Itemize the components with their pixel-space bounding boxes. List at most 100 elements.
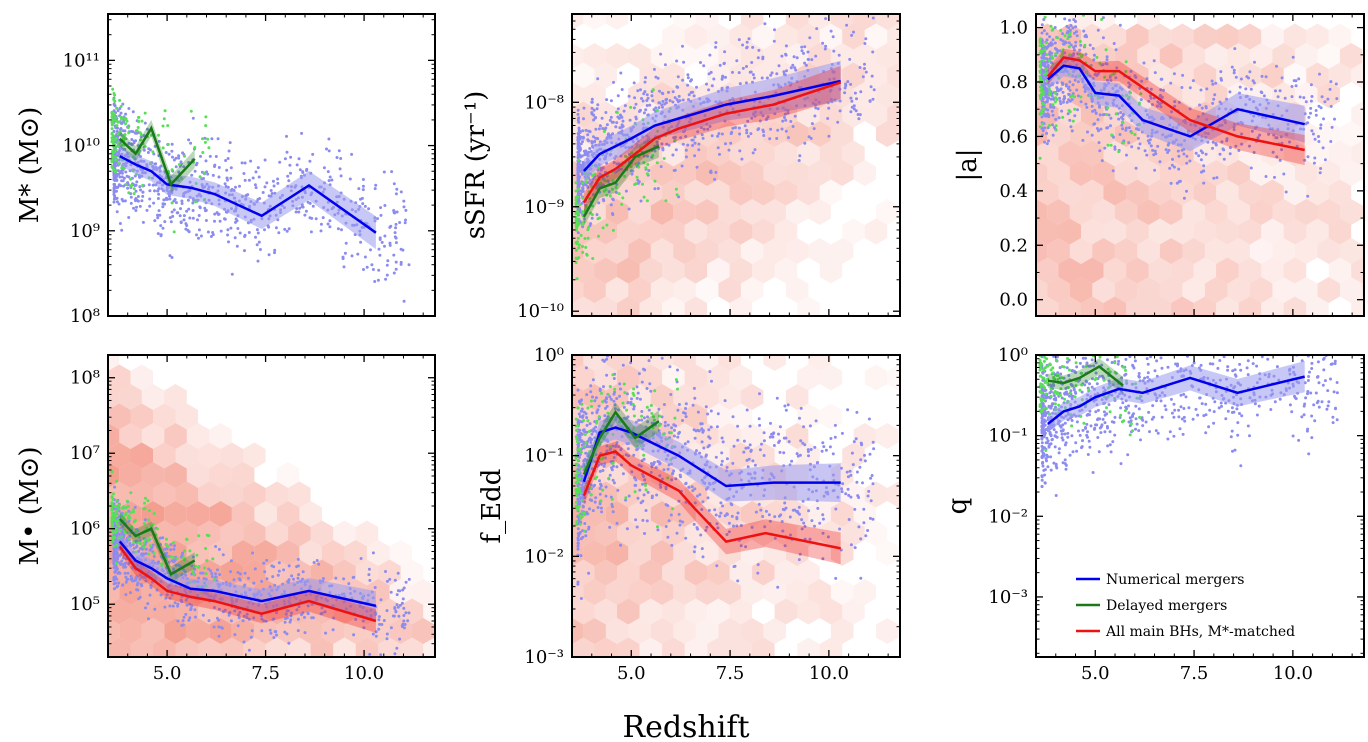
hexbin-cell xyxy=(1227,316,1250,342)
scatter-point-numerical xyxy=(1176,149,1180,153)
scatter-point-numerical xyxy=(352,633,356,637)
scatter-point-delayed xyxy=(129,184,133,188)
scatter-point-numerical xyxy=(645,104,649,107)
scatter-point-numerical xyxy=(377,247,381,251)
scatter-point-numerical xyxy=(1111,169,1115,173)
hexbin-cell xyxy=(175,520,199,547)
hexbin-cell xyxy=(1103,23,1127,50)
scatter-point-numerical xyxy=(1138,86,1142,90)
scatter-point-numerical xyxy=(267,253,271,257)
scatter-point-numerical xyxy=(161,202,165,206)
scatter-point-numerical xyxy=(1096,28,1100,32)
scatter-point-numerical xyxy=(296,617,300,621)
scatter-point-numerical xyxy=(687,93,691,97)
scatter-point-numerical xyxy=(1046,112,1050,116)
scatter-point-numerical xyxy=(630,172,634,176)
scatter-point-numerical xyxy=(115,189,118,193)
hexbin-cell xyxy=(910,63,933,89)
scatter-point-numerical xyxy=(1278,158,1282,162)
scatter-point-numerical xyxy=(691,144,695,147)
scatter-point-numerical xyxy=(406,619,410,623)
scatter-point-numerical xyxy=(1073,78,1077,82)
scatter-point-numerical xyxy=(586,185,590,189)
scatter-point-numerical xyxy=(594,116,598,119)
hexbin-cell xyxy=(1204,160,1228,186)
scatter-point-numerical xyxy=(582,117,585,121)
hexbin-cell xyxy=(1351,257,1364,284)
scatter-point-numerical xyxy=(129,142,133,146)
scatter-point-numerical xyxy=(745,46,749,50)
scatter-point-numerical xyxy=(716,134,720,138)
scatter-point-numerical xyxy=(214,155,218,158)
hexbin-cell xyxy=(288,481,311,508)
hexbin-cell xyxy=(220,442,244,469)
scatter-point-numerical xyxy=(128,542,132,545)
scatter-point-numerical xyxy=(659,52,663,56)
scatter-point-numerical xyxy=(1050,109,1054,113)
scatter-point-delayed xyxy=(1095,55,1099,59)
hexbin-cell xyxy=(355,520,379,547)
hexbin-cell xyxy=(673,43,696,69)
scatter-point-numerical xyxy=(1213,93,1217,97)
scatter-point-numerical xyxy=(1290,95,1294,99)
scatter-point-numerical xyxy=(612,161,616,164)
scatter-point-numerical xyxy=(407,263,411,267)
hexbin-cell xyxy=(153,481,176,508)
scatter-point-delayed xyxy=(178,163,181,166)
scatter-point-numerical xyxy=(1298,95,1302,99)
scatter-point-numerical xyxy=(1274,89,1277,93)
scatter-point-numerical xyxy=(770,71,774,75)
scatter-point-numerical xyxy=(182,615,186,619)
scatter-point-numerical xyxy=(321,577,325,580)
scatter-point-numerical xyxy=(209,569,212,573)
scatter-point-numerical xyxy=(1211,140,1215,144)
scatter-point-numerical xyxy=(1118,23,1122,27)
scatter-point-numerical xyxy=(868,99,872,103)
hexbin-cell xyxy=(1160,316,1183,342)
hexbin-cell xyxy=(1283,218,1307,245)
scatter-point-numerical xyxy=(407,611,411,615)
scatter-point-numerical xyxy=(221,610,225,614)
hexbin-cell xyxy=(785,277,809,303)
scatter-point-numerical xyxy=(745,65,748,68)
scatter-point-numerical xyxy=(1124,128,1128,132)
scatter-point-numerical xyxy=(245,612,249,616)
hexbin-cell xyxy=(1103,296,1127,316)
scatter-point-numerical xyxy=(639,199,643,203)
scatter-point-numerical xyxy=(836,120,840,124)
hexbin-cell xyxy=(412,657,435,683)
scatter-point-numerical xyxy=(1058,88,1062,92)
scatter-point-numerical xyxy=(686,76,690,80)
scatter-point-numerical xyxy=(1199,158,1203,162)
scatter-point-numerical xyxy=(1063,40,1067,44)
scatter-point-numerical xyxy=(319,229,323,233)
scatter-point-numerical xyxy=(747,37,751,41)
scatter-point-numerical xyxy=(287,227,291,231)
hexbin-cell xyxy=(594,62,617,89)
scatter-point-numerical xyxy=(338,167,342,171)
scatter-point-numerical xyxy=(337,149,341,153)
scatter-point-numerical xyxy=(1047,139,1050,143)
scatter-point-numerical xyxy=(295,163,299,167)
scatter-point-numerical xyxy=(217,634,221,638)
scatter-point-numerical xyxy=(357,187,361,191)
scatter-point-numerical xyxy=(1076,94,1080,98)
scatter-point-numerical xyxy=(1108,75,1112,79)
scatter-point-numerical xyxy=(134,578,138,582)
hexbin-cell xyxy=(898,87,900,103)
scatter-point-numerical xyxy=(772,39,776,43)
scatter-point-numerical xyxy=(577,198,580,202)
scatter-point-delayed xyxy=(1039,97,1042,100)
scatter-point-numerical xyxy=(118,571,122,575)
scatter-point-delayed xyxy=(111,87,115,91)
scatter-point-numerical xyxy=(1101,16,1105,20)
scatter-point-numerical xyxy=(576,112,580,116)
scatter-point-delayed xyxy=(113,99,117,103)
scatter-point-numerical xyxy=(696,130,700,134)
scatter-point-numerical xyxy=(209,235,213,238)
scatter-point-numerical xyxy=(661,148,665,152)
scatter-point-numerical xyxy=(199,571,203,575)
scatter-point-numerical xyxy=(1198,103,1202,107)
scatter-point-delayed xyxy=(140,119,144,123)
hexbin-cell xyxy=(797,296,820,316)
